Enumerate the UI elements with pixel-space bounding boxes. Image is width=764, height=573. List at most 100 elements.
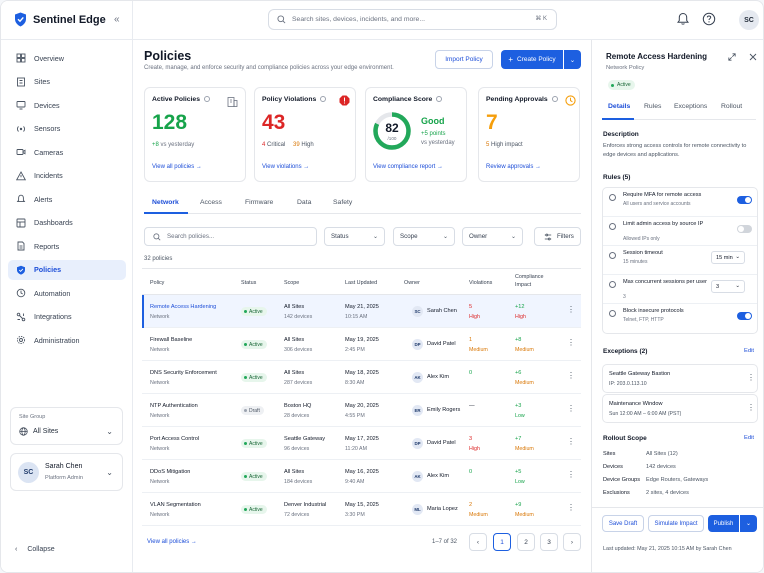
- global-search-input[interactable]: Search sites, devices, incidents, and mo…: [268, 9, 557, 30]
- sidebar-item-cameras[interactable]: Cameras: [8, 142, 126, 162]
- edit-exceptions-link[interactable]: Edit: [744, 348, 754, 354]
- table-row[interactable]: Firewall Baseline Network Active All Sites 3…: [142, 328, 581, 361]
- more-icon[interactable]: ⋮: [567, 338, 575, 347]
- page-3-button[interactable]: 3: [540, 533, 558, 551]
- sidebar-item-reports[interactable]: Reports: [8, 236, 126, 256]
- more-icon[interactable]: ⋮: [567, 437, 575, 446]
- policy-name[interactable]: VLAN Segmentation: [150, 502, 201, 508]
- publish-options-dropdown[interactable]: ⌄: [740, 515, 757, 532]
- table-row[interactable]: Port Access Control Network Active Seattle …: [142, 427, 581, 460]
- import-policy-button[interactable]: Import Policy: [435, 50, 493, 69]
- sidebar-item-sites[interactable]: Sites: [8, 72, 126, 92]
- collapse-sidebar-icon[interactable]: «: [114, 14, 120, 25]
- policy-name[interactable]: DNS Security Enforcement: [150, 370, 217, 376]
- info-icon[interactable]: [551, 96, 558, 102]
- simulate-impact-button[interactable]: Simulate Impact: [648, 515, 704, 532]
- prev-page-button[interactable]: ‹: [469, 533, 487, 551]
- rule-toggle[interactable]: [737, 225, 752, 233]
- sidebar-item-integrations[interactable]: Integrations: [8, 307, 126, 327]
- page-2-button[interactable]: 2: [517, 533, 535, 551]
- rule-select[interactable]: 15 min ⌄: [711, 251, 745, 264]
- more-icon[interactable]: ⋮: [747, 373, 755, 382]
- col-violations[interactable]: Violations: [469, 280, 493, 286]
- bell-icon[interactable]: [676, 12, 690, 26]
- more-icon[interactable]: ⋮: [567, 404, 575, 413]
- exception-item[interactable]: Maintenance Window Sun 12:00 AM – 6:00 A…: [602, 394, 758, 423]
- more-icon[interactable]: ⋮: [567, 470, 575, 479]
- info-icon[interactable]: [320, 96, 327, 102]
- next-page-button[interactable]: ›: [563, 533, 581, 551]
- table-row[interactable]: NTP Authentication Network Draft Boston HQ 2…: [142, 394, 581, 427]
- scope-value: 142 devices: [646, 464, 676, 470]
- more-icon[interactable]: ⋮: [567, 305, 575, 314]
- view-compliance-report-link[interactable]: View compliance report →: [373, 164, 443, 170]
- rule-toggle[interactable]: [737, 312, 752, 320]
- tab-exceptions[interactable]: Exceptions: [674, 103, 708, 110]
- sidebar-item-dashboards[interactable]: Dashboards: [8, 213, 126, 233]
- col-last-updated[interactable]: Last Updated: [345, 280, 378, 286]
- save-draft-button[interactable]: Save Draft: [602, 515, 644, 532]
- sidebar-item-devices[interactable]: Devices: [8, 95, 126, 115]
- create-options-dropdown[interactable]: ⌄: [564, 50, 581, 69]
- user-avatar-button[interactable]: SC: [739, 10, 759, 30]
- tab-access[interactable]: Access: [200, 199, 222, 206]
- table-row[interactable]: DDoS Mitigation Network Active All Sites 184…: [142, 460, 581, 493]
- table-row[interactable]: Remote Access Hardening Network Active All …: [142, 295, 581, 328]
- info-icon[interactable]: [436, 96, 443, 102]
- policy-name[interactable]: Remote Access Hardening: [150, 304, 217, 310]
- col-scope[interactable]: Scope: [284, 280, 300, 286]
- tab-rules[interactable]: Rules: [644, 103, 662, 110]
- more-icon[interactable]: ⋮: [567, 371, 575, 380]
- policy-name[interactable]: Firewall Baseline: [150, 337, 193, 343]
- sidebar-item-incidents[interactable]: Incidents: [8, 166, 126, 186]
- tab-network[interactable]: Network: [152, 199, 179, 206]
- col-owner[interactable]: Owner: [404, 280, 420, 286]
- tab-rollout[interactable]: Rollout: [721, 103, 743, 110]
- site-group-selector[interactable]: Site Group All Sites ⌄: [10, 407, 123, 445]
- exception-item[interactable]: Seattle Gateway Bastion IP: 203.0.113.10…: [602, 364, 758, 393]
- close-icon[interactable]: [749, 53, 757, 61]
- collapse-button[interactable]: ‹ Collapse: [15, 546, 55, 553]
- sidebar-item-alerts[interactable]: Alerts: [8, 189, 126, 209]
- brand[interactable]: Sentinel Edge: [14, 12, 106, 27]
- tab-firmware[interactable]: Firmware: [245, 199, 274, 206]
- col-status[interactable]: Status: [241, 280, 257, 286]
- filters-button[interactable]: Filters: [534, 227, 581, 246]
- page-1-button[interactable]: 1: [493, 533, 511, 551]
- sidebar-item-automation[interactable]: Automation: [8, 283, 126, 303]
- view-all-policies-link[interactable]: View all policies →: [152, 164, 202, 170]
- rule-select[interactable]: 3 ⌄: [711, 280, 745, 293]
- expand-icon[interactable]: [728, 53, 736, 61]
- help-icon[interactable]: [702, 12, 716, 26]
- status-filter[interactable]: Status ⌄: [324, 227, 385, 246]
- rule-toggle[interactable]: [737, 196, 752, 204]
- col-policy[interactable]: Policy: [150, 280, 165, 286]
- scope-filter[interactable]: Scope ⌄: [393, 227, 455, 246]
- edit-scope-link[interactable]: Edit: [744, 435, 754, 441]
- user-menu[interactable]: SC Sarah Chen Platform Admin ⌄: [10, 453, 123, 491]
- publish-button[interactable]: Publish: [708, 515, 739, 532]
- tab-data[interactable]: Data: [297, 199, 312, 206]
- sidebar-item-overview[interactable]: Overview: [8, 48, 126, 68]
- col-compliance[interactable]: Compliance: [515, 274, 544, 280]
- policy-search-input[interactable]: Search policies...: [144, 227, 317, 246]
- col-impact[interactable]: Impact: [515, 282, 532, 288]
- sidebar-item-policies[interactable]: Policies: [8, 259, 126, 280]
- more-icon[interactable]: ⋮: [747, 403, 755, 412]
- view-violations-link[interactable]: View violations →: [262, 164, 309, 170]
- more-icon[interactable]: ⋮: [567, 503, 575, 512]
- tab-safety[interactable]: Safety: [333, 199, 353, 206]
- table-row[interactable]: DNS Security Enforcement Network Active All…: [142, 361, 581, 394]
- sidebar-item-sensors[interactable]: Sensors: [8, 119, 126, 139]
- policy-name[interactable]: DDoS Mitigation: [150, 469, 191, 475]
- view-all-policies-footer-link[interactable]: View all policies →: [147, 539, 197, 545]
- review-approvals-link[interactable]: Review approvals →: [486, 164, 541, 170]
- info-icon[interactable]: [203, 96, 210, 102]
- table-row[interactable]: VLAN Segmentation Network Active Denver Ind…: [142, 493, 581, 526]
- policy-name[interactable]: Port Access Control: [150, 436, 200, 442]
- create-policy-button[interactable]: + Create Policy: [501, 50, 563, 69]
- owner-filter[interactable]: Owner ⌄: [462, 227, 523, 246]
- policy-name[interactable]: NTP Authentication: [150, 403, 198, 409]
- tab-details[interactable]: Details: [608, 103, 631, 110]
- sidebar-item-administration[interactable]: Administration: [8, 330, 126, 350]
